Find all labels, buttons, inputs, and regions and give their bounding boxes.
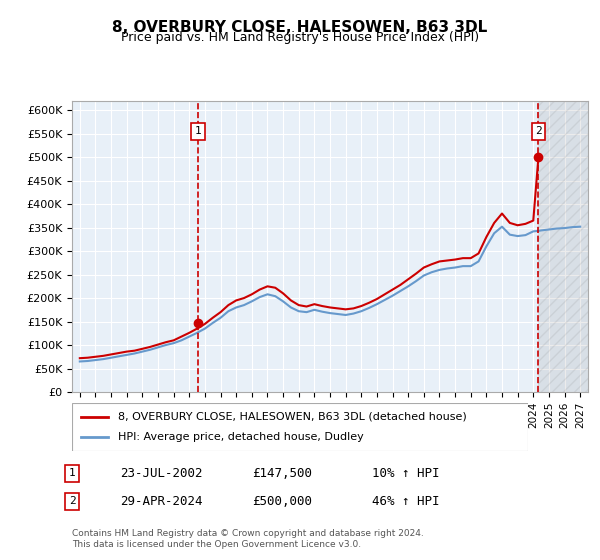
Text: Price paid vs. HM Land Registry's House Price Index (HPI): Price paid vs. HM Land Registry's House …: [121, 31, 479, 44]
FancyBboxPatch shape: [72, 403, 528, 451]
Text: 10% ↑ HPI: 10% ↑ HPI: [372, 466, 439, 480]
Text: 1: 1: [194, 127, 201, 136]
Text: 1: 1: [68, 468, 76, 478]
Text: 8, OVERBURY CLOSE, HALESOWEN, B63 3DL (detached house): 8, OVERBURY CLOSE, HALESOWEN, B63 3DL (d…: [118, 412, 466, 422]
Bar: [538, 101, 588, 392]
Text: 8, OVERBURY CLOSE, HALESOWEN, B63 3DL: 8, OVERBURY CLOSE, HALESOWEN, B63 3DL: [112, 20, 488, 35]
Text: Contains HM Land Registry data © Crown copyright and database right 2024.
This d: Contains HM Land Registry data © Crown c…: [72, 529, 424, 549]
Text: £500,000: £500,000: [252, 494, 312, 508]
Text: 46% ↑ HPI: 46% ↑ HPI: [372, 494, 439, 508]
Text: £147,500: £147,500: [252, 466, 312, 480]
Text: HPI: Average price, detached house, Dudley: HPI: Average price, detached house, Dudl…: [118, 432, 364, 442]
Text: 29-APR-2024: 29-APR-2024: [120, 494, 203, 508]
Text: 2: 2: [535, 127, 542, 136]
Text: 2: 2: [68, 496, 76, 506]
Text: 23-JUL-2002: 23-JUL-2002: [120, 466, 203, 480]
